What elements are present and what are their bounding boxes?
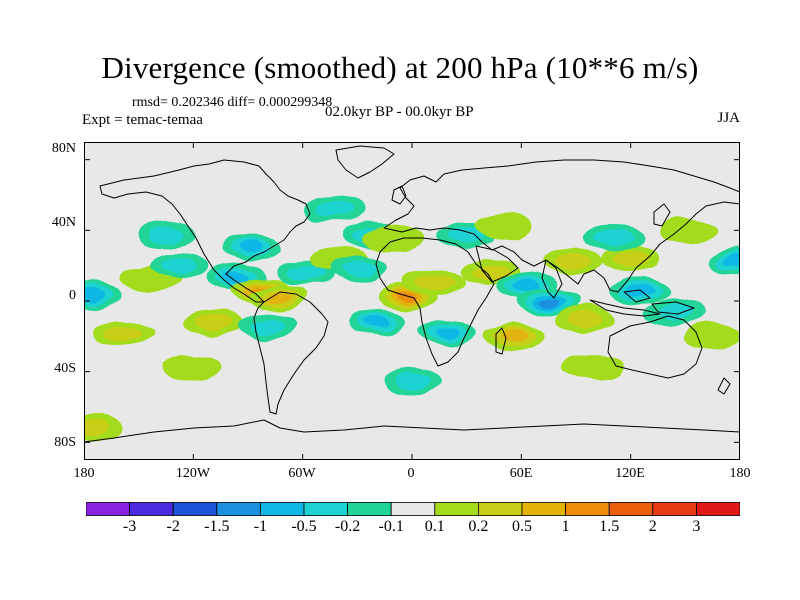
lat-label: 0 — [69, 288, 76, 303]
colorbar-label: -3 — [122, 518, 137, 535]
divergence-cell — [163, 355, 224, 382]
lon-label: 60W — [288, 466, 316, 481]
divergence-cell — [265, 291, 293, 304]
lon-label: 60E — [509, 466, 533, 481]
divergence-cell — [723, 256, 740, 268]
colorbar-swatch — [652, 502, 697, 516]
divergence-cell — [362, 316, 389, 328]
colorbar-swatch — [477, 502, 523, 516]
divergence-cell — [566, 310, 604, 327]
north-america-coastline — [99, 159, 311, 303]
africa-coastline — [375, 237, 495, 367]
colorbar-swatch — [216, 502, 261, 516]
colorbar-swatch — [303, 502, 348, 516]
divergence-cell — [658, 217, 719, 244]
colorbar-label: -0.1 — [378, 518, 404, 535]
divergence-map — [84, 142, 740, 460]
divergence-cell — [511, 281, 539, 293]
divergence-cell — [287, 264, 325, 281]
colorbar — [86, 502, 740, 516]
chart-title: Divergence (smoothed) at 200 hPa (10**6 … — [101, 50, 699, 85]
rmsd-stats: rmsd= 0.202346 diff= 0.000299348 — [132, 95, 333, 110]
colorbar-swatch — [390, 502, 436, 516]
colorbar-swatch — [608, 502, 654, 516]
india-coastline — [541, 259, 563, 299]
indonesia-coastline — [589, 289, 695, 317]
lon-label: 180 — [73, 466, 95, 481]
colorbar-swatch — [86, 502, 130, 516]
divergence-cell — [84, 420, 112, 437]
madagascar-coastline — [495, 327, 507, 355]
colorbar-swatch — [696, 502, 740, 516]
divergence-cell — [593, 229, 631, 246]
south-america-coastline — [253, 291, 329, 415]
period-label: 02.0kyr BP - 00.0kyr BP — [325, 104, 474, 120]
season-label: JJA — [717, 110, 740, 126]
colorbar-swatch — [565, 502, 610, 516]
lon-label: 0 — [407, 466, 415, 481]
lat-label: 80N — [51, 141, 76, 156]
divergence-cell — [363, 224, 424, 251]
divergence-cell — [500, 330, 528, 343]
uk-coastline — [391, 185, 407, 205]
colorbar-swatch — [129, 502, 174, 516]
colorbar-label: 0.1 — [424, 518, 445, 535]
divergence-cell — [247, 317, 285, 334]
lat-label: 40S — [54, 361, 76, 376]
japan-coastline — [653, 203, 671, 227]
lat-label: 40N — [51, 215, 76, 230]
colorbar-label: -0.2 — [334, 518, 361, 535]
colorbar-label: -1 — [253, 518, 268, 535]
divergence-cell — [657, 303, 695, 320]
divergence-cell — [473, 213, 534, 240]
divergence-cell — [448, 229, 486, 246]
colorbar-label: 2 — [648, 518, 657, 535]
lon-label: 120W — [175, 466, 211, 481]
divergence-cell — [84, 289, 107, 302]
divergence-cell — [238, 242, 265, 254]
lat-label: 80S — [54, 435, 76, 450]
colorbar-swatch — [172, 502, 218, 516]
greenland-coastline — [335, 145, 395, 179]
colorbar-swatch — [521, 502, 566, 516]
divergence-cell — [105, 324, 143, 341]
colorbar-label: 0.2 — [468, 518, 489, 535]
colorbar-label: 0.5 — [512, 518, 532, 535]
colorbar-label: -1.5 — [204, 518, 230, 535]
experiment-label: Expt = temac-temaa — [82, 112, 203, 128]
divergence-cell — [393, 372, 431, 389]
arabia-coastline — [475, 245, 519, 283]
australia-coastline — [607, 315, 703, 379]
divergence-cell — [315, 201, 353, 218]
colorbar-swatch — [434, 502, 479, 516]
lon-label: 120E — [615, 466, 645, 481]
divergence-cell — [415, 273, 453, 290]
divergence-cell — [435, 327, 462, 339]
divergence-cell — [223, 270, 251, 283]
divergence-cell — [612, 250, 650, 267]
colorbar-label: -0.5 — [291, 518, 317, 535]
divergence-cell — [193, 315, 231, 332]
colorbar-label: -2 — [166, 518, 180, 535]
divergence-cell — [147, 225, 185, 242]
divergence-cell — [342, 261, 380, 278]
divergence-cell — [682, 323, 740, 350]
divergence-cell — [564, 355, 625, 382]
divergence-cell — [553, 254, 591, 271]
divergence-cell — [538, 296, 560, 306]
colorbar-label: 3 — [692, 518, 701, 535]
colorbar-label: 1 — [561, 518, 570, 535]
colorbar-swatch — [259, 502, 305, 516]
eurasia-coastline — [383, 159, 740, 293]
colorbar-swatch — [347, 502, 392, 516]
lon-label: 180 — [729, 466, 751, 481]
new-zealand-coastline — [717, 377, 731, 395]
antarctica-coastline — [84, 419, 740, 443]
colorbar-label: 1.5 — [599, 518, 620, 535]
divergence-cell — [160, 257, 198, 274]
